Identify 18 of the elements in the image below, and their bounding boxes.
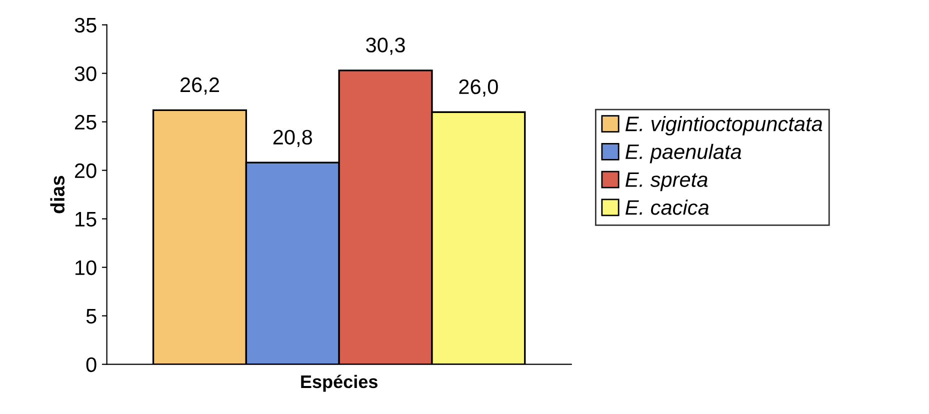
data-label: 20,8 <box>273 130 312 148</box>
y-axis-title: dias <box>50 176 65 214</box>
x-axis-title: Espécies <box>301 374 378 392</box>
legend-label: E. cacica <box>625 200 709 215</box>
y-tick-label: 35 <box>74 18 96 33</box>
y-tick-label: 0 <box>86 357 96 372</box>
legend-label: E. spreta <box>625 172 708 192</box>
data-label: 26,2 <box>180 77 219 95</box>
y-tick-label: 25 <box>74 114 96 130</box>
legend-label: E. paenulata <box>625 144 742 164</box>
y-tick-label: 20 <box>74 163 96 178</box>
y-tick-label: 30 <box>74 66 96 82</box>
y-tick-label: 10 <box>76 260 96 276</box>
data-label: 30,3 <box>366 38 405 55</box>
y-tick-label: 15 <box>76 212 96 227</box>
data-label: 26,0 <box>459 79 498 97</box>
legend-label: E. vigintioctopunctata <box>625 116 822 136</box>
y-tick-label: 5 <box>86 309 96 324</box>
